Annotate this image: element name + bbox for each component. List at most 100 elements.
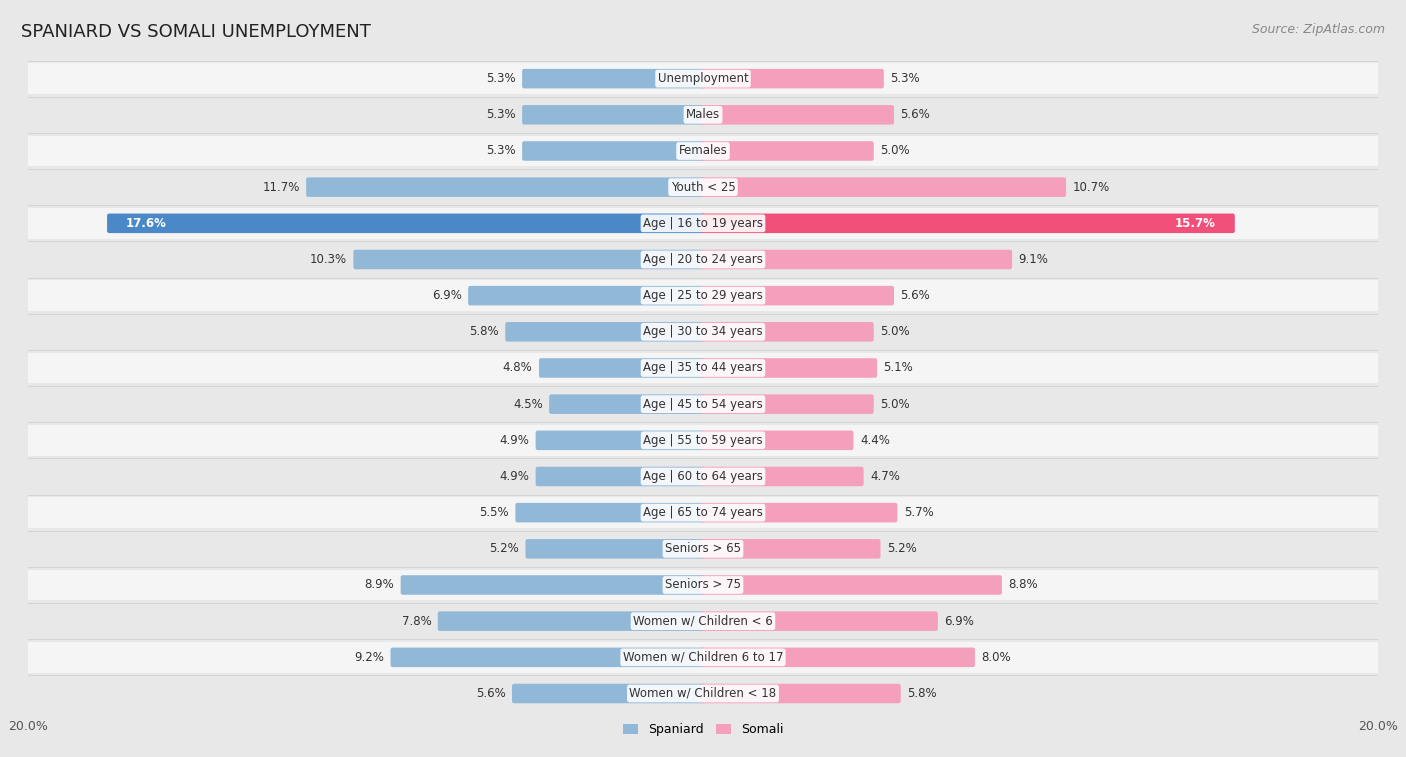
Text: Males: Males (686, 108, 720, 121)
FancyBboxPatch shape (307, 177, 704, 197)
FancyBboxPatch shape (702, 647, 974, 667)
Text: 5.0%: 5.0% (880, 326, 910, 338)
Bar (28, 64, 1378, 94)
Text: 5.7%: 5.7% (904, 506, 934, 519)
FancyBboxPatch shape (702, 575, 1002, 595)
FancyBboxPatch shape (702, 431, 853, 450)
Bar (28, 389, 1378, 419)
Text: Unemployment: Unemployment (658, 72, 748, 85)
Text: 4.4%: 4.4% (860, 434, 890, 447)
Text: 5.8%: 5.8% (907, 687, 936, 700)
FancyBboxPatch shape (107, 213, 704, 233)
FancyBboxPatch shape (536, 467, 704, 486)
FancyBboxPatch shape (702, 69, 884, 89)
Bar (28, 534, 1378, 564)
Text: Age | 65 to 74 years: Age | 65 to 74 years (643, 506, 763, 519)
Text: Source: ZipAtlas.com: Source: ZipAtlas.com (1251, 23, 1385, 36)
FancyBboxPatch shape (505, 322, 704, 341)
FancyBboxPatch shape (702, 467, 863, 486)
FancyBboxPatch shape (526, 539, 704, 559)
Text: SPANIARD VS SOMALI UNEMPLOYMENT: SPANIARD VS SOMALI UNEMPLOYMENT (21, 23, 371, 41)
FancyBboxPatch shape (702, 503, 897, 522)
FancyBboxPatch shape (401, 575, 704, 595)
Text: Women w/ Children < 18: Women w/ Children < 18 (630, 687, 776, 700)
Text: 5.0%: 5.0% (880, 145, 910, 157)
Text: 5.5%: 5.5% (479, 506, 509, 519)
FancyBboxPatch shape (702, 612, 938, 631)
FancyBboxPatch shape (702, 213, 1234, 233)
FancyBboxPatch shape (353, 250, 704, 269)
Text: 4.9%: 4.9% (499, 434, 529, 447)
Text: 5.6%: 5.6% (900, 108, 931, 121)
Text: 8.8%: 8.8% (1008, 578, 1038, 591)
Text: 5.2%: 5.2% (489, 542, 519, 556)
Text: Seniors > 75: Seniors > 75 (665, 578, 741, 591)
Bar (28, 99, 1378, 130)
FancyBboxPatch shape (391, 647, 704, 667)
Text: 6.9%: 6.9% (432, 289, 461, 302)
Text: 5.3%: 5.3% (486, 108, 516, 121)
Bar (28, 606, 1378, 637)
Text: 5.2%: 5.2% (887, 542, 917, 556)
Text: Age | 30 to 34 years: Age | 30 to 34 years (643, 326, 763, 338)
Text: 5.6%: 5.6% (475, 687, 506, 700)
Text: 4.7%: 4.7% (870, 470, 900, 483)
Text: Age | 55 to 59 years: Age | 55 to 59 years (643, 434, 763, 447)
Bar (28, 497, 1378, 528)
FancyBboxPatch shape (522, 105, 704, 125)
Text: Women w/ Children < 6: Women w/ Children < 6 (633, 615, 773, 628)
FancyBboxPatch shape (702, 250, 1012, 269)
Text: 15.7%: 15.7% (1175, 217, 1216, 230)
Legend: Spaniard, Somali: Spaniard, Somali (617, 718, 789, 741)
Bar (28, 461, 1378, 492)
FancyBboxPatch shape (522, 69, 704, 89)
FancyBboxPatch shape (516, 503, 704, 522)
Text: Youth < 25: Youth < 25 (671, 181, 735, 194)
Text: Seniors > 65: Seniors > 65 (665, 542, 741, 556)
Text: 17.6%: 17.6% (127, 217, 167, 230)
FancyBboxPatch shape (512, 684, 704, 703)
Text: 5.0%: 5.0% (880, 397, 910, 410)
Text: 5.6%: 5.6% (900, 289, 931, 302)
Text: Age | 20 to 24 years: Age | 20 to 24 years (643, 253, 763, 266)
FancyBboxPatch shape (702, 684, 901, 703)
Text: 5.1%: 5.1% (883, 362, 914, 375)
FancyBboxPatch shape (522, 142, 704, 160)
Text: 4.8%: 4.8% (503, 362, 533, 375)
Bar (28, 353, 1378, 383)
Text: 9.1%: 9.1% (1018, 253, 1049, 266)
Text: 5.3%: 5.3% (486, 72, 516, 85)
Bar (28, 280, 1378, 311)
Bar (28, 244, 1378, 275)
Text: 8.9%: 8.9% (364, 578, 394, 591)
Text: Age | 25 to 29 years: Age | 25 to 29 years (643, 289, 763, 302)
FancyBboxPatch shape (550, 394, 704, 414)
Text: 4.5%: 4.5% (513, 397, 543, 410)
FancyBboxPatch shape (536, 431, 704, 450)
FancyBboxPatch shape (437, 612, 704, 631)
FancyBboxPatch shape (702, 105, 894, 125)
Text: 5.3%: 5.3% (486, 145, 516, 157)
FancyBboxPatch shape (702, 142, 873, 160)
FancyBboxPatch shape (702, 322, 873, 341)
Text: Age | 35 to 44 years: Age | 35 to 44 years (643, 362, 763, 375)
Bar (28, 569, 1378, 600)
Text: 5.3%: 5.3% (890, 72, 920, 85)
Bar (28, 208, 1378, 238)
Text: Women w/ Children 6 to 17: Women w/ Children 6 to 17 (623, 651, 783, 664)
Text: 10.7%: 10.7% (1073, 181, 1109, 194)
FancyBboxPatch shape (538, 358, 704, 378)
Text: 7.8%: 7.8% (402, 615, 432, 628)
Text: Females: Females (679, 145, 727, 157)
FancyBboxPatch shape (702, 286, 894, 305)
Text: 8.0%: 8.0% (981, 651, 1011, 664)
Bar (28, 425, 1378, 456)
Text: Age | 16 to 19 years: Age | 16 to 19 years (643, 217, 763, 230)
Bar (28, 642, 1378, 673)
FancyBboxPatch shape (702, 394, 873, 414)
Text: 11.7%: 11.7% (263, 181, 299, 194)
Text: 10.3%: 10.3% (309, 253, 347, 266)
Bar (28, 678, 1378, 709)
Text: 4.9%: 4.9% (499, 470, 529, 483)
Text: 6.9%: 6.9% (945, 615, 974, 628)
